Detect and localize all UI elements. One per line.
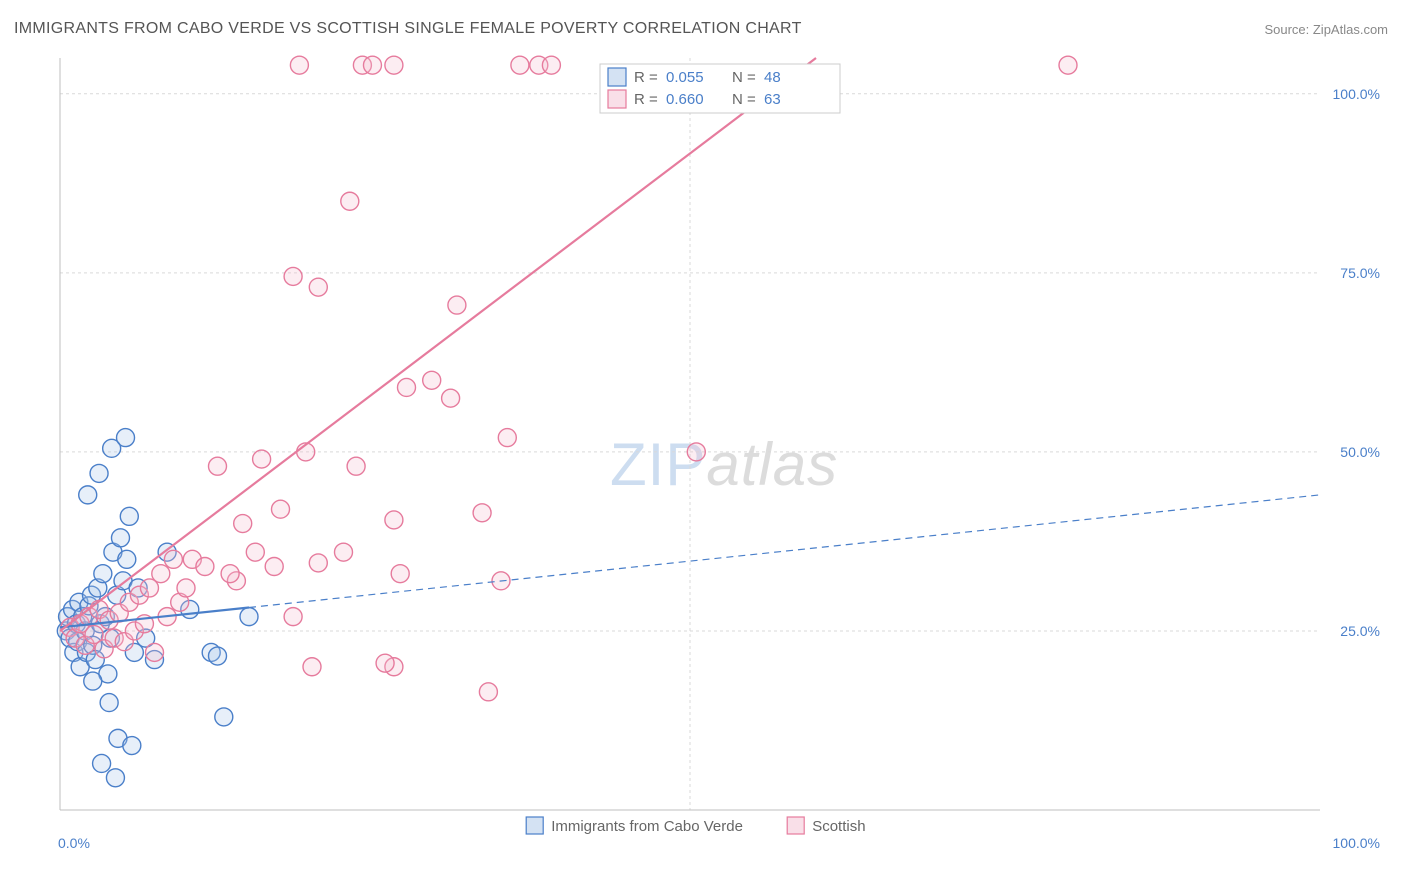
data-point [290,56,308,74]
data-point [84,672,102,690]
data-point [687,443,705,461]
data-point [90,464,108,482]
data-point [542,56,560,74]
y-tick-label: 50.0% [1340,444,1380,460]
legend-n-label: N = [732,69,756,86]
chart-title: IMMIGRANTS FROM CABO VERDE VS SCOTTISH S… [14,20,802,38]
data-point [100,694,118,712]
data-point [363,56,381,74]
data-point [309,554,327,572]
legend-swatch [608,90,626,108]
data-point [234,515,252,533]
y-tick-label: 75.0% [1340,265,1380,281]
y-tick-label: 25.0% [1340,623,1380,639]
legend-n-value: 63 [764,91,781,108]
data-point [391,565,409,583]
data-point [442,389,460,407]
trend-line-dashed [249,495,1320,608]
data-point [164,550,182,568]
data-point [93,754,111,772]
data-point [303,658,321,676]
data-point [221,565,239,583]
trend-line-solid [60,58,816,631]
data-point [284,608,302,626]
x-tick-label: 100.0% [1333,835,1380,851]
scatter-plot: 25.0%50.0%75.0%100.0%0.0%100.0%Single Fe… [50,50,1390,860]
data-point [511,56,529,74]
data-point [117,429,135,447]
data-point [398,378,416,396]
data-point [209,457,227,475]
bottom-legend-swatch [787,817,804,834]
bottom-legend-swatch [526,817,543,834]
data-point [376,654,394,672]
data-point [240,608,258,626]
data-point [335,543,353,561]
data-point [152,565,170,583]
data-point [448,296,466,314]
legend-n-value: 48 [764,69,781,86]
y-tick-label: 100.0% [1333,86,1380,102]
legend-n-label: N = [732,91,756,108]
data-point [111,529,129,547]
data-point [265,557,283,575]
data-point [423,371,441,389]
legend-r-value: 0.055 [666,69,704,86]
bottom-legend-label: Scottish [812,818,865,835]
x-tick-label: 0.0% [58,835,90,851]
legend-r-label: R = [634,69,658,86]
legend-swatch [608,68,626,86]
data-point [347,457,365,475]
data-point [94,565,112,583]
data-point [209,647,227,665]
data-point [1059,56,1077,74]
data-point [246,543,264,561]
data-point [120,507,138,525]
data-point [272,500,290,518]
data-point [177,579,195,597]
data-point [498,429,516,447]
data-point [215,708,233,726]
data-point [196,557,214,575]
bottom-legend-label: Immigrants from Cabo Verde [551,818,743,835]
data-point [284,267,302,285]
source-attribution: Source: ZipAtlas.com [1264,22,1388,37]
data-point [253,450,271,468]
data-point [123,737,141,755]
chart-container: IMMIGRANTS FROM CABO VERDE VS SCOTTISH S… [0,0,1406,892]
data-point [146,643,164,661]
data-point [473,504,491,522]
data-point [385,56,403,74]
data-point [106,769,124,787]
data-point [479,683,497,701]
legend-r-value: 0.660 [666,91,704,108]
data-point [118,550,136,568]
legend-r-label: R = [634,91,658,108]
data-point [309,278,327,296]
data-point [79,486,97,504]
data-point [341,192,359,210]
data-point [385,511,403,529]
